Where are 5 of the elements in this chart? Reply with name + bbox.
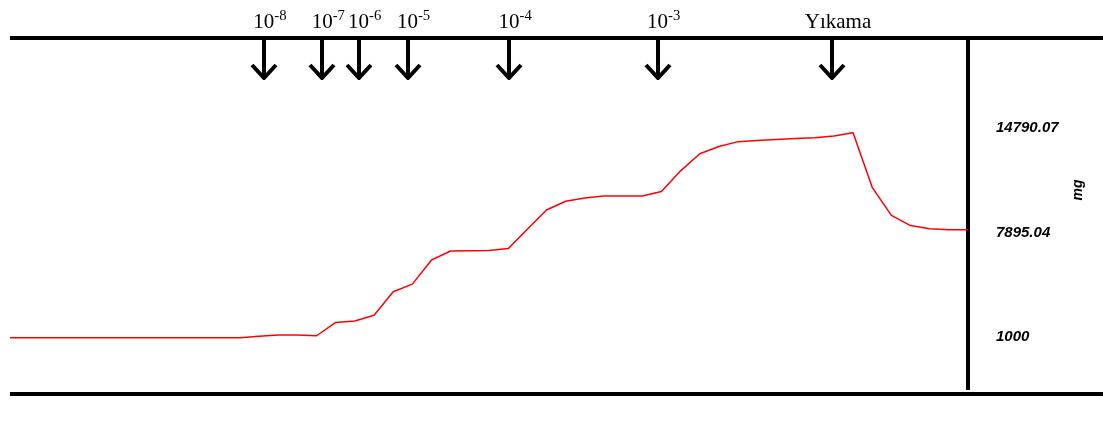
y-tick-label: 7895.04 <box>996 222 1051 240</box>
text: Yıkama <box>804 9 872 33</box>
y-axis-title: mg <box>1068 179 1085 201</box>
y-tick-label: 1000 <box>996 326 1031 344</box>
y-tick-label: 14790.07 <box>996 118 1060 136</box>
